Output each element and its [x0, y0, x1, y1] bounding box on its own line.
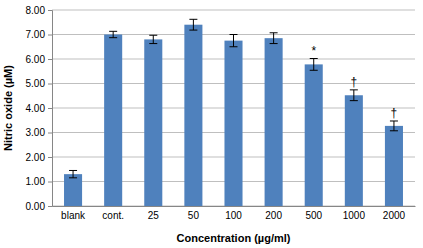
annotations: * † † [311, 44, 397, 120]
plot: 0.00 1.00 2.00 3.00 4.00 5.00 6.00 7.00 8.00 blan… [26, 5, 416, 221]
x-tick: cont. [102, 206, 124, 221]
y-tick-mark [48, 10, 52, 11]
error-bar [149, 35, 157, 43]
bar [64, 174, 82, 206]
error-bar [310, 59, 318, 71]
y-tick-label: 4.00 [26, 103, 46, 114]
y-tick: 1.00 [26, 176, 52, 187]
annotation: † [350, 75, 357, 89]
x-tick: blank [61, 206, 86, 221]
y-tick-mark [48, 108, 52, 109]
y-tick-label: 3.00 [26, 127, 46, 138]
y-tick: 6.00 [26, 54, 52, 65]
bar [305, 64, 323, 206]
chart: 0.00 1.00 2.00 3.00 4.00 5.00 6.00 7.00 8.00 blan… [0, 0, 423, 248]
x-tick: 25 [148, 206, 160, 221]
y-axis-line [48, 11, 53, 207]
y-tick-label: 1.00 [26, 176, 46, 187]
y-tick-mark [48, 157, 52, 158]
y-tick-mark [48, 84, 52, 85]
error-bar [69, 170, 77, 177]
x-axis: blank cont. 25 50 100 200 500 1000 2000 [53, 206, 416, 221]
grid-line [52, 10, 415, 11]
error-bar [189, 19, 197, 30]
x-tick-label: 25 [148, 210, 160, 221]
grid [52, 10, 415, 206]
y-axis: 0.00 1.00 2.00 3.00 4.00 5.00 6.00 7.00 8.00 [26, 5, 53, 212]
y-tick-label: 7.00 [26, 29, 46, 40]
error-bar [109, 31, 117, 37]
x-tick-label: 2000 [383, 210, 406, 221]
y-tick-mark [48, 182, 52, 183]
y-tick: 3.00 [26, 127, 52, 138]
x-tick: 200 [265, 206, 282, 221]
x-axis-line [53, 206, 416, 207]
bar [144, 39, 162, 206]
y-tick-label: 0.00 [26, 201, 46, 212]
bar [265, 38, 283, 206]
x-tick: 50 [188, 206, 200, 221]
y-tick: 4.00 [26, 103, 52, 114]
x-tick-label: 100 [225, 210, 242, 221]
annotation: * [311, 44, 316, 58]
x-tick: 100 [225, 206, 242, 221]
y-tick-label: 6.00 [26, 54, 46, 65]
y-axis-title: Nitric oxide (µM) [2, 65, 14, 151]
y-tick: 8.00 [26, 5, 52, 16]
x-tick-label: 50 [188, 210, 200, 221]
x-tick-label: 500 [305, 210, 322, 221]
x-tick: 500 [305, 206, 322, 221]
error-bar [230, 35, 238, 47]
y-tick-label: 8.00 [26, 5, 46, 16]
y-tick: 0.00 [26, 201, 52, 212]
y-tick: 5.00 [26, 78, 52, 89]
y-tick: 2.00 [26, 152, 52, 163]
y-tick-mark [48, 206, 52, 207]
x-tick-label: 1000 [343, 210, 366, 221]
x-tick-label: 200 [265, 210, 282, 221]
y-tick-mark [48, 59, 52, 60]
annotation: † [391, 106, 398, 120]
bar [104, 35, 122, 207]
y-tick-label: 5.00 [26, 78, 46, 89]
error-bar [270, 33, 278, 44]
x-tick: 2000 [383, 206, 406, 221]
y-tick: 7.00 [26, 29, 52, 40]
y-tick-mark [48, 133, 52, 134]
bars [64, 19, 403, 206]
error-bar [350, 90, 358, 101]
y-tick-mark [48, 35, 52, 36]
error-bar [390, 121, 398, 131]
bar [345, 95, 363, 206]
x-tick: 1000 [343, 206, 366, 221]
bar [184, 25, 202, 206]
x-tick-label: cont. [102, 210, 124, 221]
bar [385, 126, 403, 206]
x-tick-label: blank [61, 210, 86, 221]
bar [224, 41, 242, 206]
x-axis-title: Concentration (µg/ml) [177, 232, 291, 244]
y-tick-label: 2.00 [26, 152, 46, 163]
